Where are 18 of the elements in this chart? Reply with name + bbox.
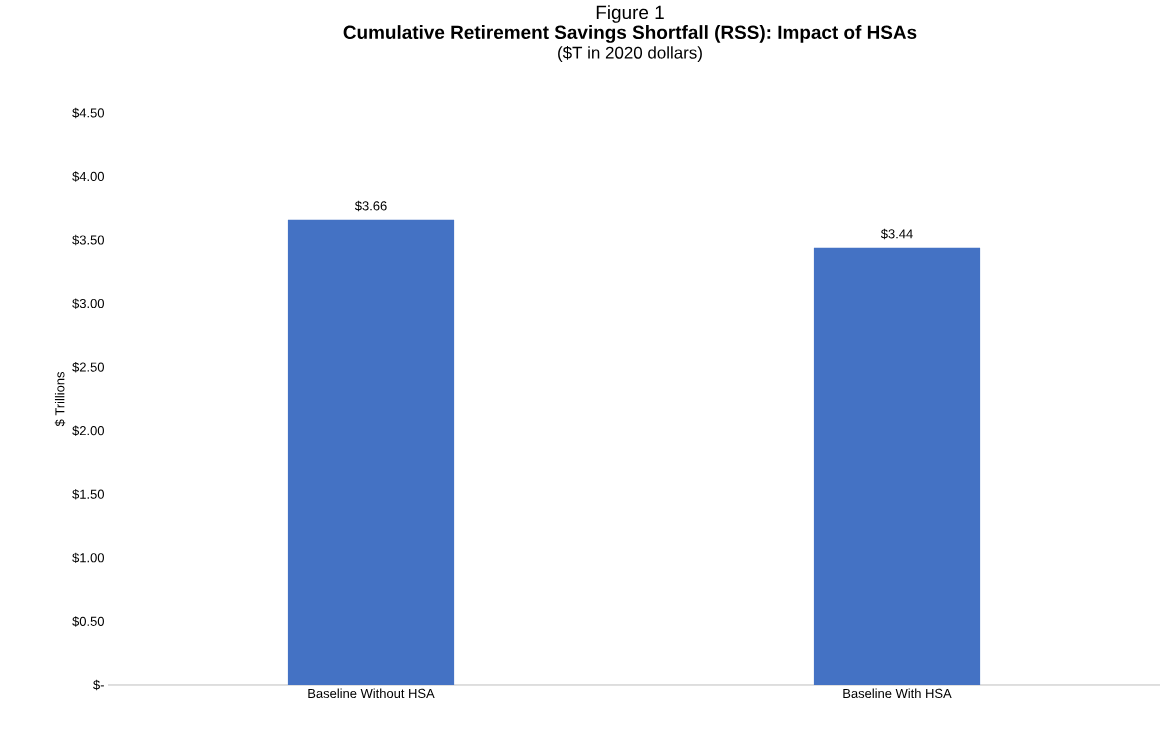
chart-title: Cumulative Retirement Savings Shortfall (RSS): Impact of HSAs (343, 25, 917, 43)
y-tick-label: $4.00 (72, 171, 104, 182)
data-label: $3.66 (354, 200, 387, 212)
y-tick-label: $3.50 (72, 234, 104, 246)
y-tick-label: $1.50 (72, 489, 104, 500)
y-tick-label: $0.50 (72, 616, 104, 627)
y-tick-label: $2.50 (72, 361, 104, 373)
x-tick-label: Baseline Without HSA (308, 688, 435, 699)
data-label: $3.44 (880, 228, 913, 240)
chart-subtitle: ($T in 2020 dollars) (558, 45, 702, 62)
y-tick-label: $- (93, 679, 104, 691)
caption: Figure 1 (596, 5, 664, 23)
y-tick-label: $4.50 (72, 107, 104, 119)
y-tick-label: $3.00 (72, 298, 104, 309)
y-tick-label: $1.00 (72, 552, 104, 564)
x-tick-label: Baseline With HSA (843, 688, 952, 699)
y-tick-label: $2.00 (72, 425, 104, 436)
y-axis-title: $ Trillions (54, 371, 66, 427)
